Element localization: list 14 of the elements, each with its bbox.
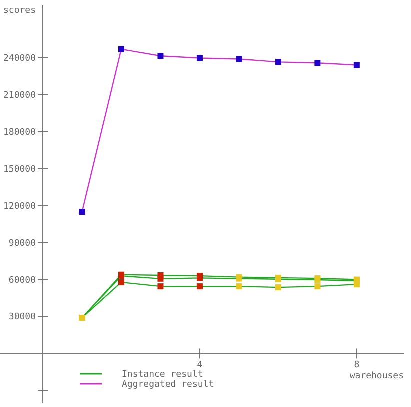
x-tick-label: 4 xyxy=(197,360,203,371)
y-tick-label: 210000 xyxy=(3,90,36,101)
y-tick-label: 60000 xyxy=(8,276,36,286)
y-tick-label: 30000 xyxy=(8,312,36,323)
y-tick-label: 90000 xyxy=(8,238,36,249)
legend-label: Instance result xyxy=(122,370,204,380)
y-tick-label: 150000 xyxy=(3,164,36,175)
y-axis-title: scores xyxy=(3,6,36,16)
y-tick-label: 240000 xyxy=(3,54,36,64)
y-tick-label: 180000 xyxy=(3,128,36,138)
legend-label: Aggregated result xyxy=(122,380,214,390)
x-tick-label: 8 xyxy=(354,360,360,371)
y-tick-label: 120000 xyxy=(3,202,36,212)
x-axis-title: warehouses xyxy=(350,372,404,382)
